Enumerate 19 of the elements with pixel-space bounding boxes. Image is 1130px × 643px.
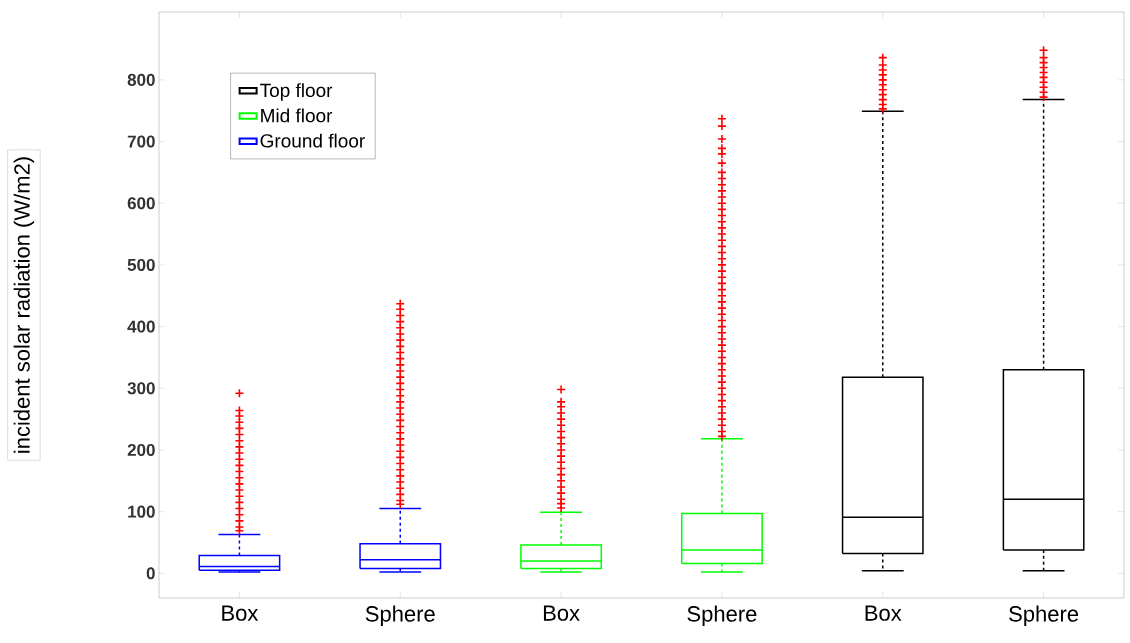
legend-label: Top floor (260, 83, 333, 101)
y-tick-label: 300 (127, 382, 155, 395)
x-tick-label: Sphere (365, 605, 435, 627)
y-axis-title: incident solar radiation (W/m2) (13, 157, 35, 453)
legend-label: Mid floor (261, 108, 333, 123)
y-tick-label: 800 (127, 73, 155, 86)
y-tick-label: 100 (128, 505, 155, 518)
x-tick-label: Box (543, 605, 580, 621)
x-tick-label: Box (865, 605, 902, 621)
y-tick-label: 700 (127, 135, 155, 148)
y-tick-label: 200 (127, 443, 155, 456)
x-tick-label: Sphere (1009, 605, 1079, 627)
y-tick-label: 0 (146, 567, 155, 580)
y-tick-label: 500 (127, 258, 155, 271)
legend-label: Ground floor (260, 133, 365, 148)
y-tick-label: 400 (127, 320, 155, 333)
x-tick-label: Sphere (687, 605, 757, 627)
x-tick-label: Box (222, 605, 259, 621)
y-tick-label: 600 (127, 197, 155, 210)
